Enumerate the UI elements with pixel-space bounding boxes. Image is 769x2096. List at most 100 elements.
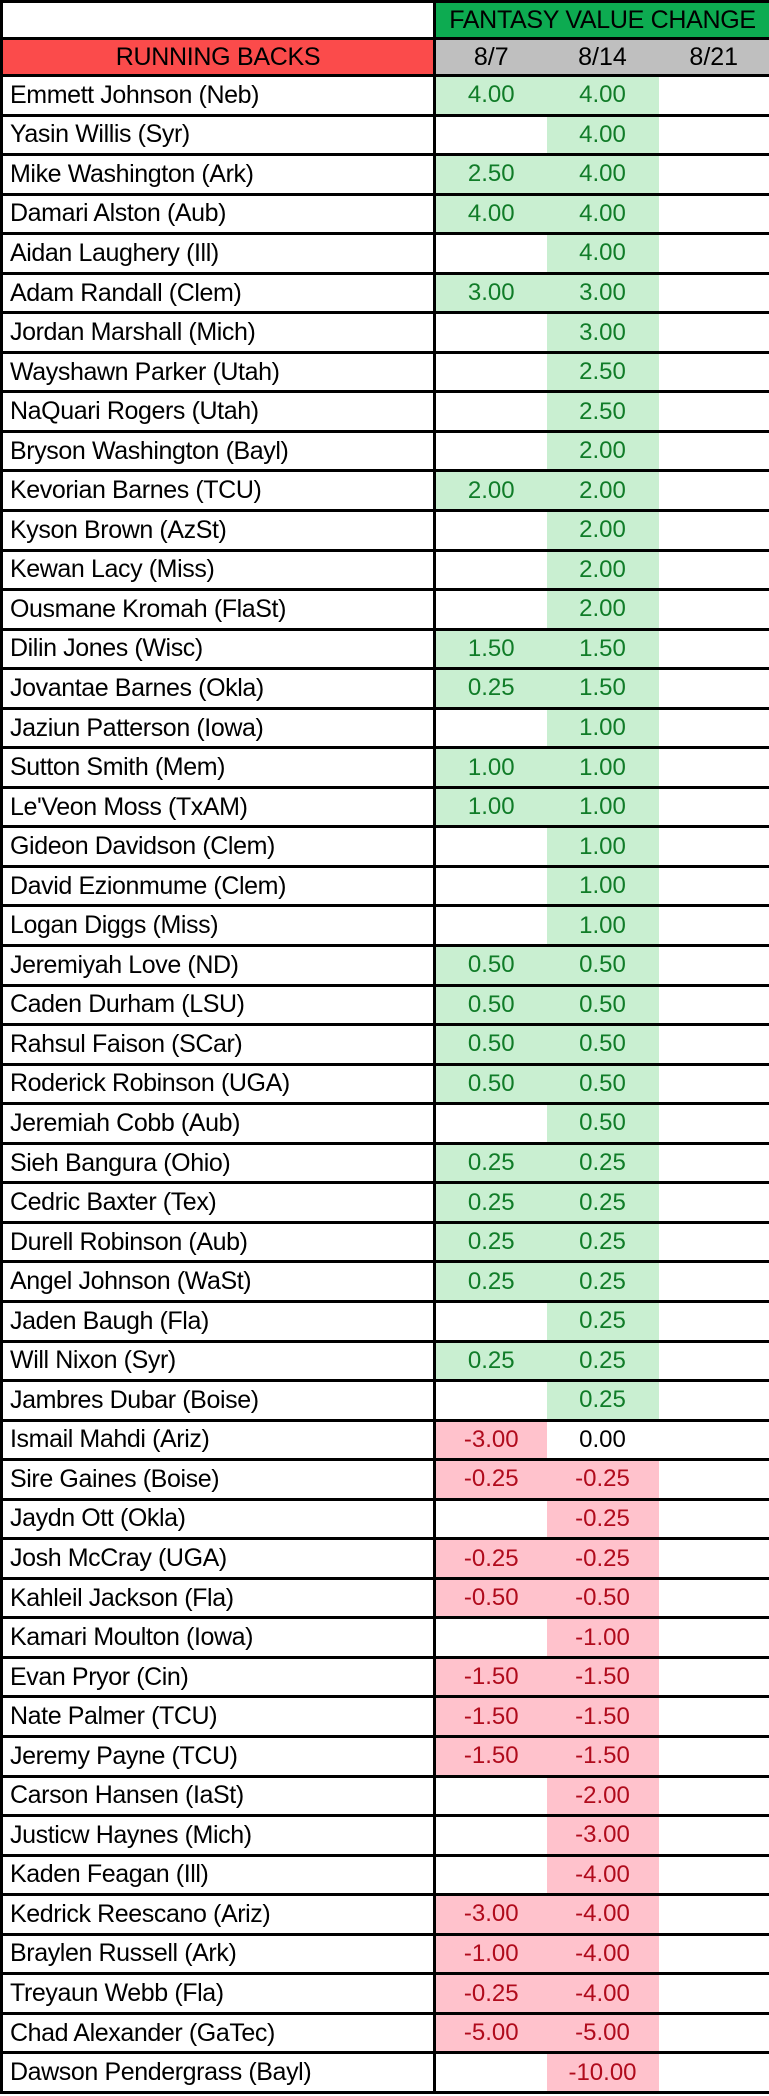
value-cell-8-21[interactable] <box>658 509 769 552</box>
player-name-cell[interactable]: Damari Alston (Aub) <box>0 192 436 236</box>
value-cell-8-21[interactable] <box>658 1299 769 1343</box>
player-name-cell[interactable]: Kevorian Barnes (TCU) <box>0 469 436 512</box>
player-name-cell[interactable]: Jaden Baugh (Fla) <box>0 1299 436 1343</box>
value-cell-8-21[interactable] <box>658 1260 769 1303</box>
value-cell-8-21[interactable] <box>658 1655 769 1699</box>
value-cell-8-7[interactable] <box>434 904 547 948</box>
player-name-cell[interactable]: Roderick Robinson (UGA) <box>0 1062 436 1106</box>
value-cell-8-7[interactable]: -5.00 <box>434 2011 547 2055</box>
value-cell-8-21[interactable] <box>658 232 769 275</box>
value-cell-8-7[interactable]: -3.00 <box>434 1418 547 1462</box>
player-name-cell[interactable]: Logan Diggs (Miss) <box>0 904 436 948</box>
player-name-cell[interactable]: Sutton Smith (Mem) <box>0 746 436 789</box>
value-cell-8-21[interactable] <box>658 153 769 196</box>
value-cell-8-14[interactable]: 4.00 <box>546 153 659 196</box>
value-cell-8-21[interactable] <box>658 2011 769 2055</box>
value-cell-8-21[interactable] <box>658 1774 769 1818</box>
value-cell-8-21[interactable] <box>658 1497 769 1541</box>
value-cell-8-21[interactable] <box>658 746 769 789</box>
value-cell-8-7[interactable]: 0.25 <box>434 1339 547 1383</box>
value-cell-8-7[interactable] <box>434 548 547 592</box>
player-name-cell[interactable]: Carson Hansen (IaSt) <box>0 1774 436 1818</box>
value-cell-8-7[interactable]: 4.00 <box>434 192 547 236</box>
value-cell-8-7[interactable]: 0.25 <box>434 1220 547 1264</box>
value-cell-8-21[interactable] <box>658 983 769 1027</box>
player-name-cell[interactable]: Cedric Baxter (Tex) <box>0 1181 436 1224</box>
value-cell-8-21[interactable] <box>658 311 769 354</box>
value-cell-8-14[interactable]: 3.00 <box>546 271 659 315</box>
value-cell-8-7[interactable] <box>434 350 547 394</box>
player-name-cell[interactable]: Gideon Davidson (Clem) <box>0 825 436 868</box>
value-cell-8-14[interactable]: 1.00 <box>546 706 659 750</box>
value-cell-8-14[interactable]: 0.50 <box>546 1023 659 1066</box>
player-name-cell[interactable]: Kyson Brown (AzSt) <box>0 509 436 552</box>
value-cell-8-14[interactable]: -4.00 <box>546 1972 659 2015</box>
value-cell-8-7[interactable] <box>434 1853 547 1897</box>
value-cell-8-21[interactable] <box>658 1379 769 1422</box>
value-cell-8-21[interactable] <box>658 469 769 512</box>
running-backs-header[interactable]: RUNNING BACKS <box>0 37 436 77</box>
value-cell-8-14[interactable]: 0.50 <box>546 983 659 1027</box>
value-cell-8-14[interactable]: 4.00 <box>546 232 659 275</box>
player-name-cell[interactable]: Nate Palmer (TCU) <box>0 1695 436 1738</box>
value-cell-8-21[interactable] <box>658 1972 769 2015</box>
player-name-cell[interactable]: Mike Washington (Ark) <box>0 153 436 196</box>
value-cell-8-21[interactable] <box>658 271 769 315</box>
value-cell-8-21[interactable] <box>658 1616 769 1659</box>
value-cell-8-7[interactable] <box>434 1102 547 1145</box>
value-cell-8-21[interactable] <box>658 1220 769 1264</box>
player-name-cell[interactable]: Jeremiyah Love (ND) <box>0 944 436 987</box>
value-cell-8-21[interactable] <box>658 390 769 433</box>
value-cell-8-14[interactable]: 2.00 <box>546 509 659 552</box>
value-cell-8-14[interactable]: -10.00 <box>546 2051 659 2094</box>
value-cell-8-7[interactable]: 0.50 <box>434 1023 547 1066</box>
value-cell-8-14[interactable]: 4.00 <box>546 113 659 157</box>
value-cell-8-7[interactable] <box>434 864 547 908</box>
player-name-cell[interactable]: Kaden Feagan (Ill) <box>0 1853 436 1897</box>
value-cell-8-7[interactable]: -1.50 <box>434 1655 547 1699</box>
value-cell-8-21[interactable] <box>658 74 769 117</box>
value-cell-8-14[interactable]: -1.50 <box>546 1695 659 1738</box>
value-cell-8-7[interactable]: 0.50 <box>434 944 547 987</box>
player-name-cell[interactable]: Will Nixon (Syr) <box>0 1339 436 1383</box>
value-cell-8-14[interactable]: 0.00 <box>546 1418 659 1462</box>
value-cell-8-7[interactable]: 0.25 <box>434 1141 547 1185</box>
value-cell-8-21[interactable] <box>658 192 769 236</box>
value-cell-8-21[interactable] <box>658 864 769 908</box>
player-name-cell[interactable]: Rahsul Faison (SCar) <box>0 1023 436 1066</box>
value-cell-8-14[interactable]: -3.00 <box>546 1814 659 1857</box>
value-cell-8-14[interactable]: 0.25 <box>546 1299 659 1343</box>
player-name-cell[interactable]: Jaziun Patterson (Iowa) <box>0 706 436 750</box>
value-cell-8-14[interactable]: 2.50 <box>546 390 659 433</box>
player-name-cell[interactable]: David Ezionmume (Clem) <box>0 864 436 908</box>
player-name-cell[interactable]: Jovantae Barnes (Okla) <box>0 667 436 710</box>
value-cell-8-7[interactable]: -0.25 <box>434 1972 547 2015</box>
value-cell-8-14[interactable]: -0.25 <box>546 1458 659 1501</box>
player-name-cell[interactable]: NaQuari Rogers (Utah) <box>0 390 436 433</box>
value-cell-8-21[interactable] <box>658 548 769 592</box>
player-name-cell[interactable]: Evan Pryor (Cin) <box>0 1655 436 1699</box>
value-cell-8-14[interactable]: 4.00 <box>546 74 659 117</box>
player-name-cell[interactable]: Wayshawn Parker (Utah) <box>0 350 436 394</box>
value-cell-8-7[interactable] <box>434 825 547 868</box>
value-cell-8-14[interactable]: 0.25 <box>546 1339 659 1383</box>
player-name-cell[interactable]: Durell Robinson (Aub) <box>0 1220 436 1264</box>
player-name-cell[interactable]: Yasin Willis (Syr) <box>0 113 436 157</box>
value-cell-8-21[interactable] <box>658 2051 769 2094</box>
value-cell-8-14[interactable]: -2.00 <box>546 1774 659 1818</box>
value-cell-8-14[interactable]: 1.00 <box>546 904 659 948</box>
value-cell-8-14[interactable]: -1.50 <box>546 1655 659 1699</box>
value-cell-8-21[interactable] <box>658 944 769 987</box>
value-cell-8-7[interactable] <box>434 509 547 552</box>
value-cell-8-21[interactable] <box>658 1141 769 1185</box>
value-cell-8-14[interactable]: 1.00 <box>546 864 659 908</box>
player-name-cell[interactable]: Kedrick Reescano (Ariz) <box>0 1893 436 1936</box>
value-cell-8-7[interactable] <box>434 1774 547 1818</box>
player-name-cell[interactable]: Kahleil Jackson (Fla) <box>0 1576 436 1620</box>
value-cell-8-7[interactable]: 0.50 <box>434 983 547 1027</box>
value-cell-8-21[interactable] <box>658 1932 769 1976</box>
value-cell-8-7[interactable] <box>434 429 547 473</box>
value-cell-8-14[interactable]: 1.50 <box>546 667 659 710</box>
value-cell-8-14[interactable]: 4.00 <box>546 192 659 236</box>
value-cell-8-7[interactable] <box>434 390 547 433</box>
